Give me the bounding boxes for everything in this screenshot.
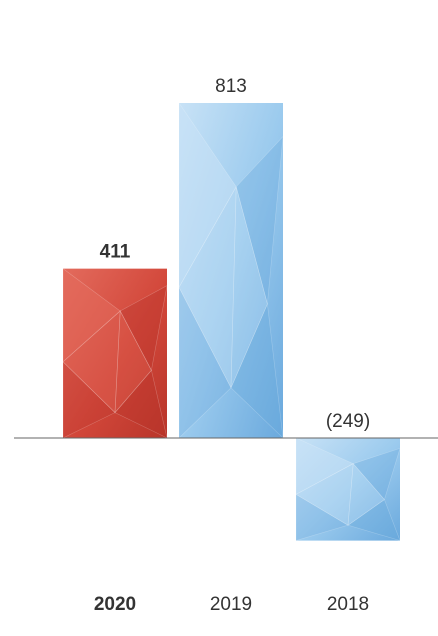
bar-facet-2019-2 [178,186,237,388]
value-label-2020: 411 [100,242,131,263]
bar-facet-2019-3 [230,302,284,439]
category-label-2020: 2020 [94,594,136,615]
bar-facet-2020-4 [62,361,116,439]
bar-facet-2018-0 [295,437,354,495]
bar-facet-2018-1 [352,447,401,501]
bar-facets [62,102,401,542]
bar-facet-2019-4 [178,287,232,439]
bar-facet-2020-3 [114,369,168,439]
bar-facet-2018-3 [347,499,401,542]
value-label-2018: (249) [326,411,370,432]
category-label-2019: 2019 [210,594,252,615]
bar-facet-2020-1 [119,285,168,372]
bar-facet-2018-2 [295,463,354,526]
bar-facet-2020-5 [114,309,152,414]
bar-facet-2020-0 [62,268,121,363]
bar-facet-2019-5 [230,186,268,388]
value-label-2019: 813 [215,76,247,97]
bar-facet-2018-4 [295,493,349,542]
category-label-2018: 2018 [327,594,369,615]
bar-facet-2019-0 [178,102,237,289]
category-labels: 2020 2019 2018 [94,594,369,615]
bar-facet-2019-1 [235,135,284,305]
bar-facet-2018-5 [347,462,385,526]
bar-facet-2020-2 [62,310,121,414]
value-labels: 411 813 (249) [100,76,371,432]
